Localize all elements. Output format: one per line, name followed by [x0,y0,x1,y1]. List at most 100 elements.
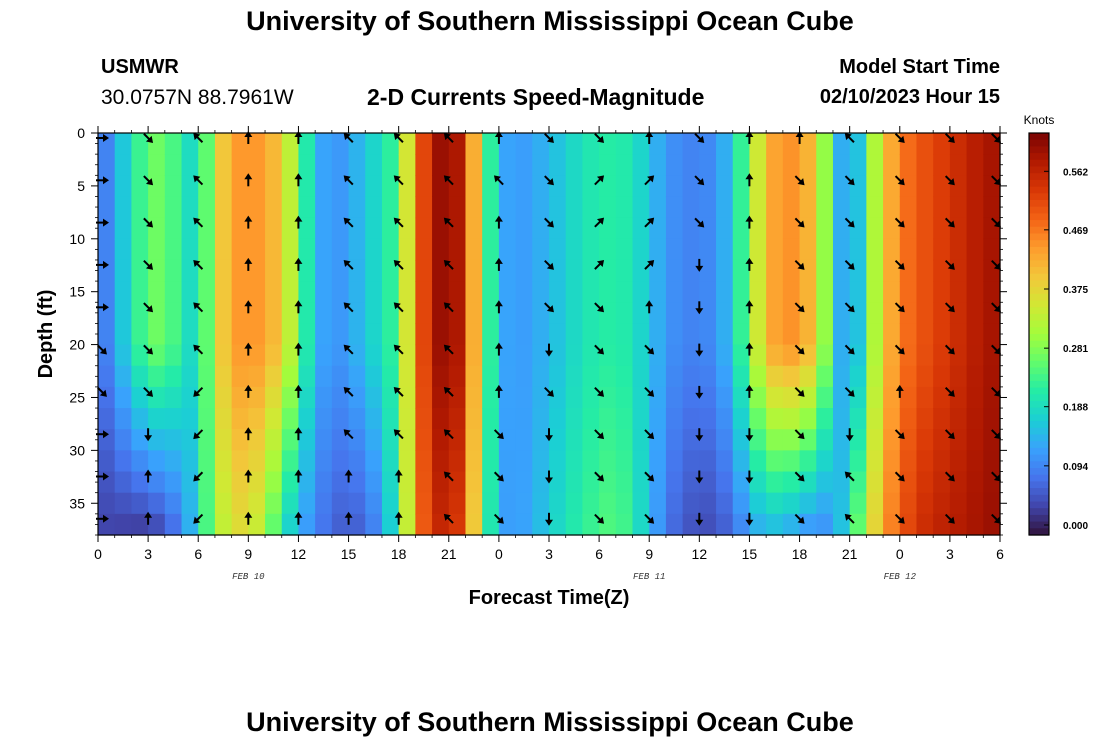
heatmap-cell [515,492,533,515]
heatmap-cell [766,450,784,473]
heatmap-cell [164,513,183,536]
heatmap-cell [816,259,834,282]
heatmap-cell [265,154,283,176]
heatmap-cell [866,408,884,430]
heatmap-cell [114,196,132,219]
heatmap-cell [716,386,734,409]
heatmap-cell [448,408,467,430]
heatmap-cell [732,471,751,494]
heatmap-cell [348,471,366,494]
heatmap-cell [131,238,149,261]
heatmap-cell [415,450,433,473]
current-arrow [143,217,154,228]
heatmap-cell [131,217,149,240]
heatmap-cell [632,365,650,388]
heatmap-cell [832,302,851,325]
heatmap-cell [849,175,867,198]
heatmap-cell [415,365,433,388]
heatmap-cell [498,302,517,325]
heatmap-cell [482,471,500,494]
current-arrow [695,428,704,442]
heatmap-cell [281,175,300,198]
heatmap-cell [949,450,968,473]
heatmap-cell [348,408,366,430]
heatmap-cell [482,302,500,325]
y-tick-label: 0 [77,125,85,141]
heatmap-cell [348,238,366,261]
heatmap-cell [532,259,550,282]
heatmap-cell [114,175,132,198]
heatmap-cell [649,429,667,451]
heatmap-cell [365,217,383,240]
heatmap-cell [348,429,366,451]
colorbar-tick-label: 0.000 [1063,521,1088,532]
heatmap-cell [949,365,968,388]
heatmap-cell [716,365,734,388]
heatmap-cell [315,196,333,219]
x-tick-label: 9 [645,546,653,562]
heatmap-cell [515,175,533,198]
heatmap-cell [899,344,918,367]
heatmap-cell [164,238,183,261]
heatmap-cell [181,196,199,219]
heatmap-cell [198,196,216,219]
heatmap-cell [131,450,149,473]
heatmap-cell [248,450,266,473]
y-tick-label: 35 [69,495,85,511]
heatmap-cell [816,450,834,473]
heatmap-cell [515,450,533,473]
heatmap-cell [615,196,634,219]
heatmap-cell [498,133,517,155]
heatmap-cell [866,217,884,240]
heatmap-cell [248,217,266,240]
heatmap-cell [816,302,834,325]
heatmap-cell [565,492,583,515]
current-arrow [393,175,404,186]
current-arrow [343,344,354,355]
heatmap-cell [832,154,851,176]
heatmap-cell [315,259,333,282]
heatmap-cell [883,386,901,409]
heatmap-cell [883,133,901,155]
heatmap-cell [164,281,183,303]
heatmap-cell [515,281,533,303]
heatmap-cell [231,238,249,261]
heatmap-cell [732,450,751,473]
heatmap-cell [415,217,433,240]
heatmap-cell [498,281,517,303]
heatmap-cell [716,513,734,536]
heatmap-cell [214,175,233,198]
heatmap-cell [448,323,467,346]
heatmap-cell [231,217,249,240]
heatmap-cell [532,365,550,388]
heatmap-cell [532,175,550,198]
heatmap-cell [231,429,249,451]
heatmap-cell [164,408,183,430]
heatmap-cell [298,196,316,219]
heatmap-cell [515,471,533,494]
heatmap-cell [482,429,500,451]
heatmap-cell [248,323,266,346]
heatmap-cell [198,133,216,155]
heatmap-cell [565,133,583,155]
heatmap-cell [498,175,517,198]
current-arrow [193,302,204,313]
heatmap-cell [131,344,149,367]
heatmap-cell [799,175,817,198]
heatmap-cell [899,471,918,494]
heatmap-cell [615,323,634,346]
heatmap-cell [248,281,266,303]
heatmap-cell [565,513,583,536]
heatmap-cell [649,344,667,367]
current-arrow [244,300,253,314]
heatmap-cell [482,344,500,367]
heatmap-cell [832,344,851,367]
heatmap-cell [832,450,851,473]
heatmap-cell [482,281,500,303]
current-arrow [143,302,154,313]
heatmap-cell [265,471,283,494]
heatmap-cell [649,513,667,536]
current-arrow [991,344,1001,355]
heatmap-cell [315,408,333,430]
heatmap-cell [949,302,968,325]
